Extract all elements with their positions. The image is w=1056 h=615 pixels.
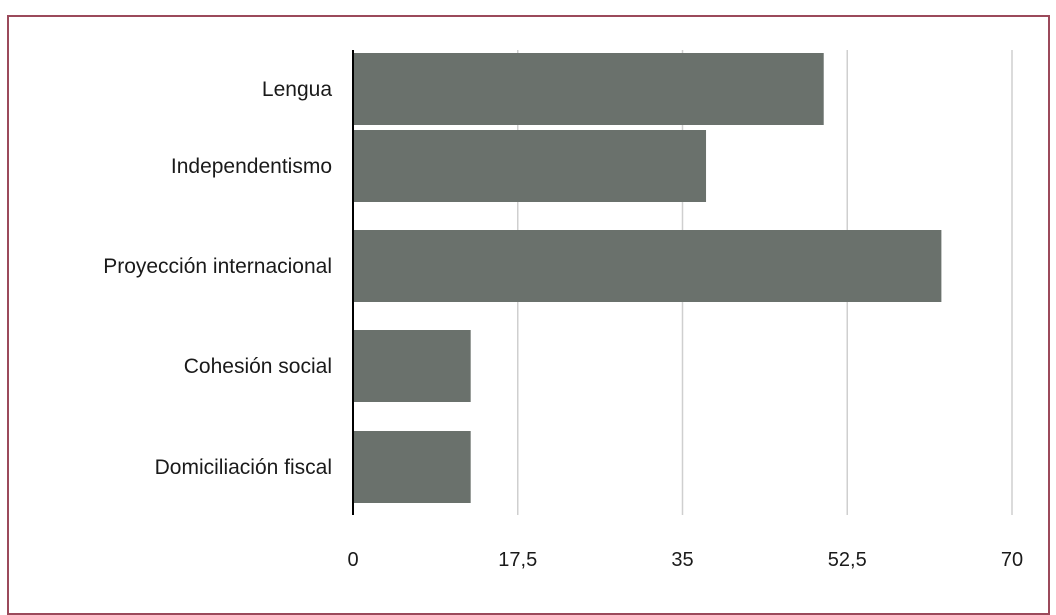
bar xyxy=(353,431,471,503)
category-label: Lengua xyxy=(262,78,332,101)
category-label: Independentismo xyxy=(171,155,332,178)
bar xyxy=(353,130,707,202)
bar xyxy=(353,230,942,302)
x-tick-label: 17,5 xyxy=(498,549,537,571)
category-label: Domiciliación fiscal xyxy=(155,456,332,479)
x-tick-label: 70 xyxy=(1001,549,1023,571)
tick-labels: 0 17,5 35 52,5 70 xyxy=(347,549,1023,571)
category-label: Cohesión social xyxy=(184,355,332,378)
category-labels: Lengua Independentismo Proyección internac… xyxy=(103,78,332,479)
bars xyxy=(353,53,942,503)
bar xyxy=(353,330,471,402)
x-tick-label: 35 xyxy=(671,549,693,571)
bar-chart: Lengua Independentismo Proyección internac… xyxy=(103,50,1023,571)
bar xyxy=(353,53,824,125)
x-tick-label: 0 xyxy=(347,549,358,571)
x-tick-label: 52,5 xyxy=(828,549,867,571)
category-label: Proyección internacional xyxy=(103,255,332,278)
